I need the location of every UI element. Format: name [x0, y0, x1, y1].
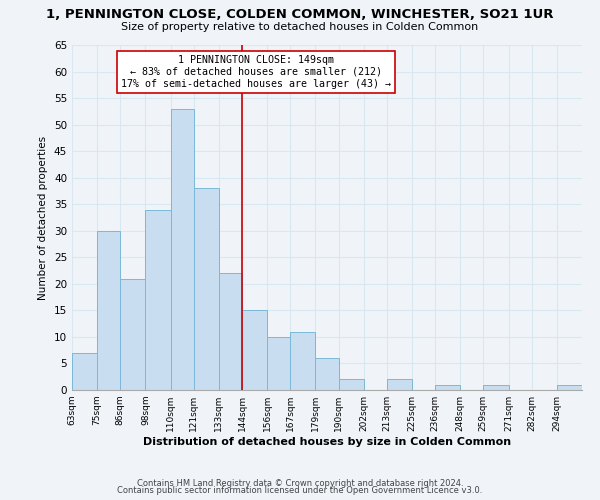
- Bar: [387, 380, 412, 390]
- Bar: [72, 353, 97, 390]
- Bar: [557, 384, 582, 390]
- Bar: [290, 332, 316, 390]
- Bar: [97, 231, 120, 390]
- Bar: [484, 384, 509, 390]
- X-axis label: Distribution of detached houses by size in Colden Common: Distribution of detached houses by size …: [143, 437, 511, 447]
- Text: Contains HM Land Registry data © Crown copyright and database right 2024.: Contains HM Land Registry data © Crown c…: [137, 478, 463, 488]
- Text: Contains public sector information licensed under the Open Government Licence v3: Contains public sector information licen…: [118, 486, 482, 495]
- Bar: [435, 384, 460, 390]
- Bar: [194, 188, 219, 390]
- Text: 1, PENNINGTON CLOSE, COLDEN COMMON, WINCHESTER, SO21 1UR: 1, PENNINGTON CLOSE, COLDEN COMMON, WINC…: [46, 8, 554, 20]
- Text: 1 PENNINGTON CLOSE: 149sqm
← 83% of detached houses are smaller (212)
17% of sem: 1 PENNINGTON CLOSE: 149sqm ← 83% of deta…: [121, 56, 391, 88]
- Bar: [219, 273, 242, 390]
- Bar: [316, 358, 338, 390]
- Text: Size of property relative to detached houses in Colden Common: Size of property relative to detached ho…: [121, 22, 479, 32]
- Bar: [145, 210, 170, 390]
- Y-axis label: Number of detached properties: Number of detached properties: [38, 136, 49, 300]
- Bar: [338, 380, 364, 390]
- Bar: [120, 278, 145, 390]
- Bar: [170, 108, 194, 390]
- Bar: [242, 310, 267, 390]
- Bar: [267, 337, 290, 390]
